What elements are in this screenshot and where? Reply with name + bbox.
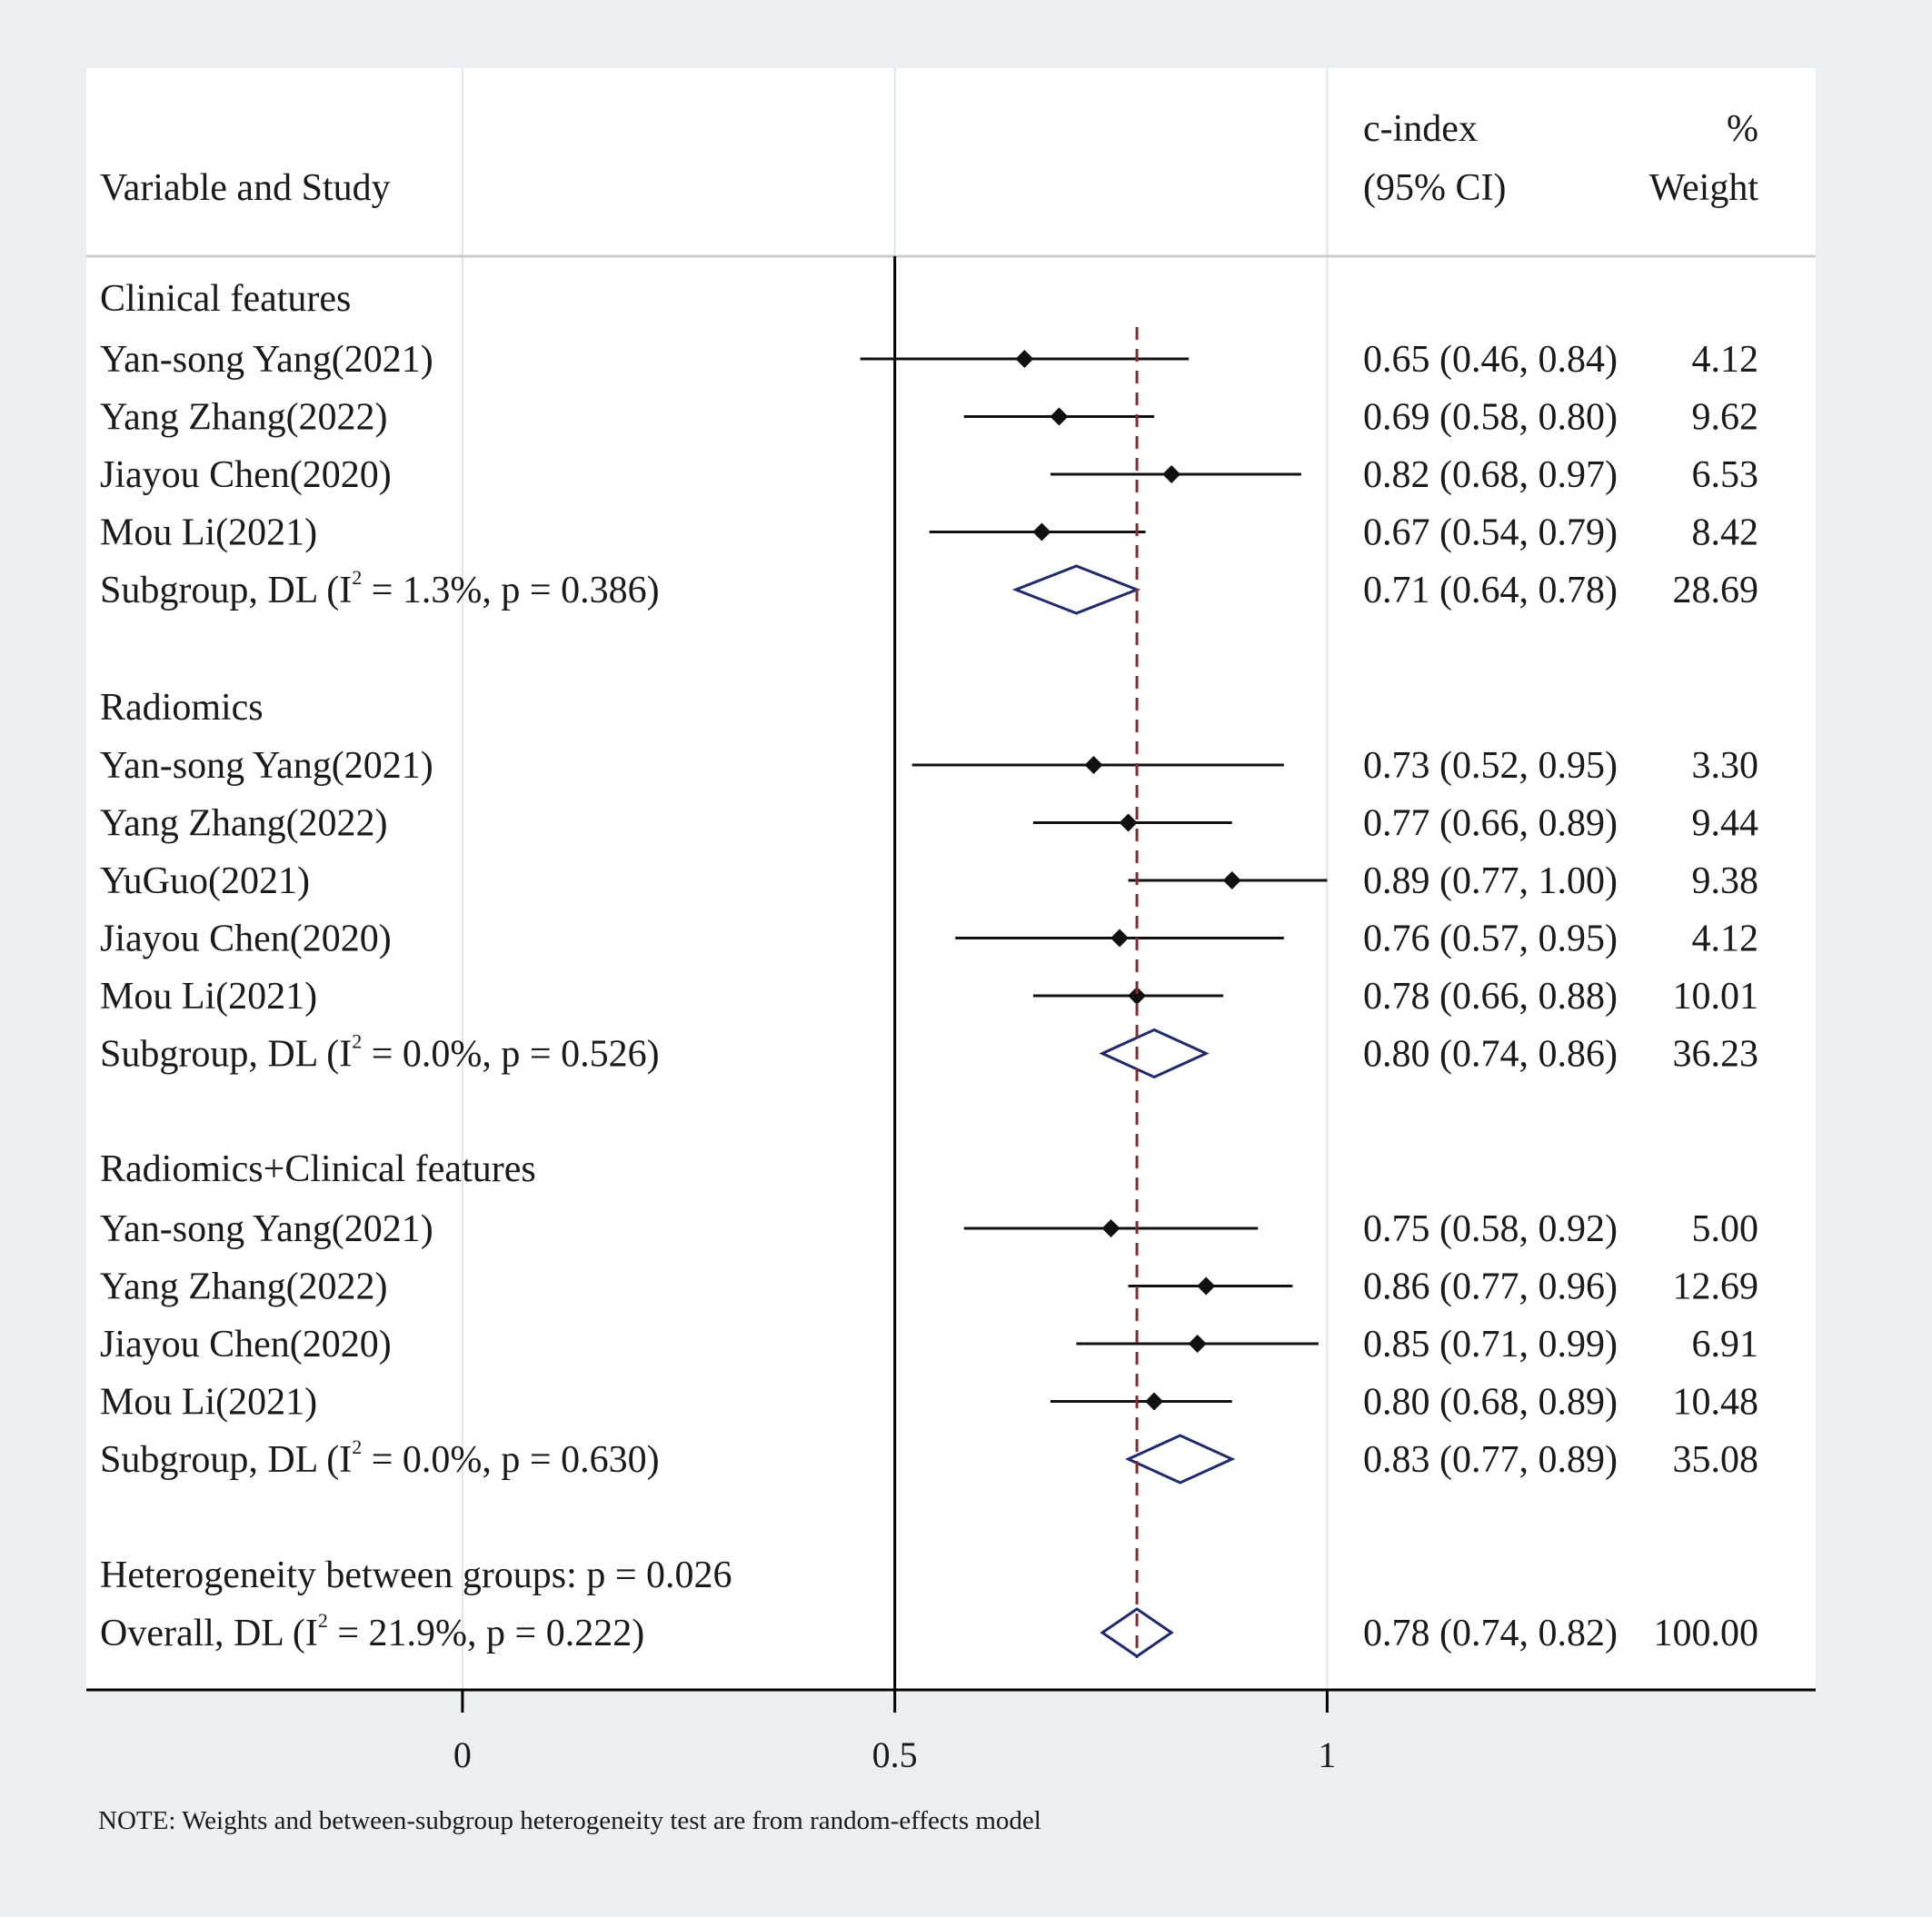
study-1-2-marker xyxy=(1222,871,1241,889)
subgroup-ci-text-0: 0.71 (0.64, 0.78) xyxy=(1363,570,1618,611)
header-weight-line2: Weight xyxy=(1649,167,1759,209)
overall-diamond xyxy=(1100,1607,1174,1658)
study-1-0-weight: 3.30 xyxy=(1692,745,1759,787)
study-0-3-label: Mou Li(2021) xyxy=(100,512,317,554)
study-0-0-marker xyxy=(1015,350,1034,368)
study-1-2-label: YuGuo(2021) xyxy=(100,860,310,902)
study-2-0-ci-text: 0.75 (0.58, 0.92) xyxy=(1363,1208,1618,1250)
overall-weight: 100.00 xyxy=(1654,1613,1759,1654)
study-2-0-marker xyxy=(1101,1219,1120,1237)
study-1-0-ci-text: 0.73 (0.52, 0.95) xyxy=(1363,745,1618,787)
study-2-2-weight: 6.91 xyxy=(1692,1324,1759,1366)
subgroup-ci-text-1: 0.80 (0.74, 0.86) xyxy=(1363,1034,1618,1076)
study-0-1-ci-text: 0.69 (0.58, 0.80) xyxy=(1363,397,1618,439)
study-2-3-label: Mou Li(2021) xyxy=(100,1382,317,1424)
study-1-4-ci-text: 0.78 (0.66, 0.88) xyxy=(1363,976,1618,1018)
study-2-3-ci-text: 0.80 (0.68, 0.89) xyxy=(1363,1382,1618,1424)
study-1-3-weight: 4.12 xyxy=(1692,919,1759,960)
study-0-2-ci-text: 0.82 (0.68, 0.97) xyxy=(1363,454,1618,496)
study-0-2-weight: 6.53 xyxy=(1692,454,1759,496)
study-0-0-weight: 4.12 xyxy=(1692,339,1759,381)
footnote: NOTE: Weights and between-subgroup heter… xyxy=(98,1806,1041,1835)
study-1-1-ci-text: 0.77 (0.66, 0.89) xyxy=(1363,803,1618,845)
subgroup-label-0: Subgroup, DL (I2 = 1.3%, p = 0.386) xyxy=(100,566,660,611)
study-0-3-ci-text: 0.67 (0.54, 0.79) xyxy=(1363,512,1618,554)
x-tick-label-2: 1 xyxy=(1318,1734,1336,1775)
header-effect-line2: (95% CI) xyxy=(1363,167,1506,209)
study-2-1-label: Yang Zhang(2022) xyxy=(100,1266,388,1308)
study-2-1-ci-text: 0.86 (0.77, 0.96) xyxy=(1363,1266,1618,1308)
group-title-1: Radiomics xyxy=(100,687,264,729)
study-1-4-weight: 10.01 xyxy=(1673,976,1759,1018)
header-variable: Variable and Study xyxy=(100,167,391,209)
study-1-4-label: Mou Li(2021) xyxy=(100,976,317,1018)
study-1-1-weight: 9.44 xyxy=(1692,803,1759,845)
study-0-0-label: Yan-song Yang(2021) xyxy=(100,339,433,381)
study-1-0-marker xyxy=(1084,756,1103,774)
subgroup-label-1: Subgroup, DL (I2 = 0.0%, p = 0.526) xyxy=(100,1030,660,1076)
study-2-3-marker xyxy=(1145,1392,1164,1411)
study-0-2-marker xyxy=(1162,465,1181,483)
study-2-2-label: Jiayou Chen(2020) xyxy=(100,1324,392,1366)
x-tick-label-1: 0.5 xyxy=(872,1734,918,1775)
study-0-1-marker xyxy=(1050,407,1069,426)
group-title-2: Radiomics+Clinical features xyxy=(100,1148,536,1190)
header-effect-line1: c-index xyxy=(1363,108,1478,150)
heterogeneity-text: Heterogeneity between groups: p = 0.026 xyxy=(100,1554,732,1596)
group-title-0: Clinical features xyxy=(100,278,351,320)
study-1-3-label: Jiayou Chen(2020) xyxy=(100,919,392,960)
study-2-0-weight: 5.00 xyxy=(1692,1208,1759,1250)
subgroup-weight-2: 35.08 xyxy=(1673,1439,1759,1481)
subgroup-2-diamond xyxy=(1124,1434,1236,1485)
study-2-0-label: Yan-song Yang(2021) xyxy=(100,1208,433,1250)
study-1-1-marker xyxy=(1119,813,1138,832)
subgroup-ci-text-2: 0.83 (0.77, 0.89) xyxy=(1363,1439,1618,1481)
overall-ci-text: 0.78 (0.74, 0.82) xyxy=(1363,1613,1618,1654)
study-0-1-label: Yang Zhang(2022) xyxy=(100,397,388,439)
study-1-3-marker xyxy=(1110,929,1130,948)
study-1-1-label: Yang Zhang(2022) xyxy=(100,803,388,845)
study-0-3-weight: 8.42 xyxy=(1692,512,1759,554)
subgroup-weight-0: 28.69 xyxy=(1673,570,1759,611)
study-0-3-marker xyxy=(1032,522,1051,541)
plot-panel xyxy=(86,68,1816,1690)
study-2-3-weight: 10.48 xyxy=(1673,1382,1759,1424)
study-1-0-label: Yan-song Yang(2021) xyxy=(100,745,433,787)
study-1-3-ci-text: 0.76 (0.57, 0.95) xyxy=(1363,919,1618,960)
study-2-1-marker xyxy=(1197,1276,1216,1296)
study-1-4-marker xyxy=(1128,987,1147,1005)
overall-label: Overall, DL (I2 = 21.9%, p = 0.222) xyxy=(100,1609,644,1654)
study-2-2-marker xyxy=(1188,1335,1207,1353)
subgroup-weight-1: 36.23 xyxy=(1673,1034,1759,1076)
subgroup-label-2: Subgroup, DL (I2 = 0.0%, p = 0.630) xyxy=(100,1435,660,1481)
study-1-2-ci-text: 0.89 (0.77, 1.00) xyxy=(1363,860,1618,902)
study-0-2-label: Jiayou Chen(2020) xyxy=(100,454,392,496)
study-0-1-weight: 9.62 xyxy=(1692,397,1759,439)
study-1-2-weight: 9.38 xyxy=(1692,860,1759,902)
header-weight-line1: % xyxy=(1727,108,1758,150)
x-tick-label-0: 0 xyxy=(453,1734,472,1775)
study-2-2-ci-text: 0.85 (0.71, 0.99) xyxy=(1363,1324,1618,1366)
study-2-1-weight: 12.69 xyxy=(1673,1266,1759,1308)
study-0-0-ci-text: 0.65 (0.46, 0.84) xyxy=(1363,339,1618,381)
